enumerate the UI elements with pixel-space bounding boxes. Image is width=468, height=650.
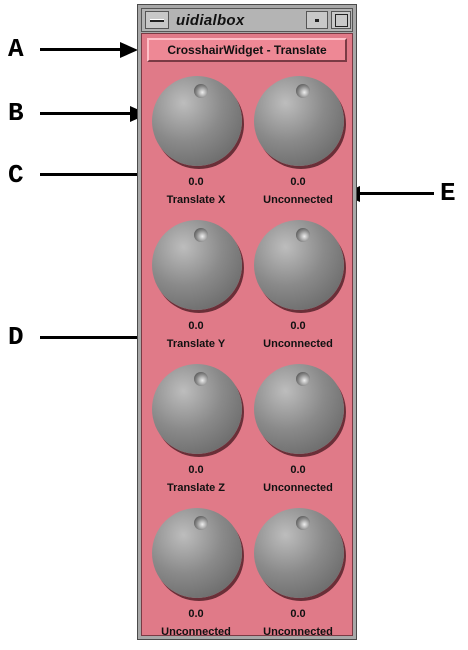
dial-knob[interactable] — [152, 508, 242, 598]
callout-e: E — [440, 178, 456, 208]
dial-cell: 0.0 Translate X — [146, 76, 246, 218]
dial-cell: 0.0 Unconnected — [248, 220, 348, 362]
dial-value: 0.0 — [188, 320, 204, 332]
dial-cell: 0.0 Translate Z — [146, 364, 246, 506]
window-titlebar[interactable]: uidialbox — [141, 8, 353, 32]
dial-indicator-icon — [296, 372, 310, 386]
widget-title-button[interactable]: CrosshairWidget - Translate — [147, 38, 347, 62]
dial-indicator-icon — [194, 84, 208, 98]
maximize-icon[interactable] — [331, 11, 351, 29]
dial-cell: 0.0 Unconnected — [248, 364, 348, 506]
dial-indicator-icon — [194, 228, 208, 242]
dial-value: 0.0 — [290, 176, 306, 188]
dial-label: Unconnected — [161, 626, 231, 638]
dial-indicator-icon — [296, 84, 310, 98]
dial-label: Unconnected — [263, 338, 333, 350]
dial-knob[interactable] — [254, 508, 344, 598]
dial-label: Unconnected — [263, 194, 333, 206]
callout-c: C — [8, 160, 24, 190]
dial-indicator-icon — [194, 516, 208, 530]
arrow-c — [40, 173, 140, 176]
arrow-a — [40, 48, 122, 51]
dial-cell: 0.0 Unconnected — [146, 508, 246, 650]
arrow-b — [40, 112, 132, 115]
dial-knob[interactable] — [254, 220, 344, 310]
dial-panel: CrosshairWidget - Translate 0.0 Translat… — [141, 33, 353, 638]
dial-label: Unconnected — [263, 626, 333, 638]
window-title: uidialbox — [176, 12, 245, 29]
dial-indicator-icon — [296, 228, 310, 242]
dial-value: 0.0 — [188, 176, 204, 188]
callout-d: D — [8, 322, 24, 352]
dial-label: Translate Z — [166, 482, 226, 494]
dial-indicator-icon — [296, 516, 310, 530]
dial-cell: 0.0 Unconnected — [248, 508, 348, 650]
dial-label: Translate X — [166, 194, 226, 206]
dial-cell: 0.0 Unconnected — [248, 76, 348, 218]
arrow-a-head — [120, 42, 138, 58]
uidialbox-window: uidialbox CrosshairWidget - Translate 0.… — [137, 4, 357, 640]
dial-cell: 0.0 Translate Y — [146, 220, 246, 362]
dial-value: 0.0 — [290, 464, 306, 476]
dial-knob[interactable] — [152, 76, 242, 166]
dial-label: Translate Y — [166, 338, 226, 350]
dial-knob[interactable] — [152, 364, 242, 454]
dial-label: Unconnected — [263, 482, 333, 494]
minimize-icon[interactable] — [306, 11, 328, 29]
dial-value: 0.0 — [290, 608, 306, 620]
arrow-e — [358, 192, 434, 195]
dial-knob[interactable] — [152, 220, 242, 310]
window-menu-icon[interactable] — [145, 11, 169, 29]
dial-knob[interactable] — [254, 76, 344, 166]
dial-value: 0.0 — [290, 320, 306, 332]
callout-a: A — [8, 34, 24, 64]
arrow-d — [40, 336, 140, 339]
dial-value: 0.0 — [188, 464, 204, 476]
dial-value: 0.0 — [188, 608, 204, 620]
callout-b: B — [8, 98, 24, 128]
dial-knob[interactable] — [254, 364, 344, 454]
dial-indicator-icon — [194, 372, 208, 386]
